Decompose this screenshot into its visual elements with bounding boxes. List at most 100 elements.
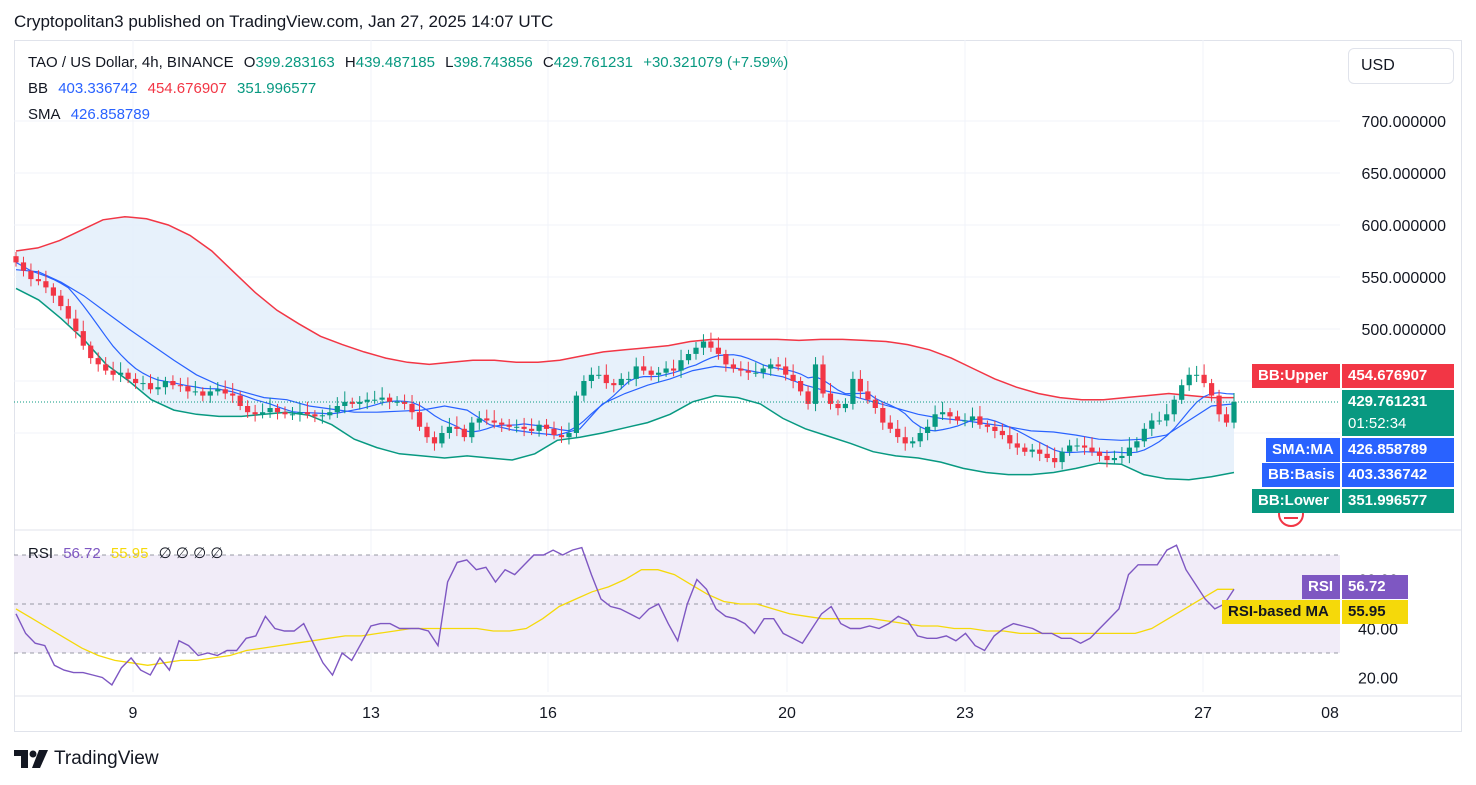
- time-axis-label: 23: [956, 705, 974, 722]
- sma-legend[interactable]: SMA 426.858789: [28, 106, 156, 123]
- candle-body: [730, 364, 736, 369]
- candle-body: [1223, 414, 1230, 423]
- candle-body: [1067, 445, 1073, 452]
- candle-body: [738, 368, 744, 371]
- candle-body: [685, 354, 692, 361]
- candle-body: [1209, 383, 1215, 396]
- candle-body: [880, 408, 886, 423]
- candle-body: [439, 433, 445, 444]
- candle-body: [581, 381, 587, 396]
- candle-body: [454, 426, 460, 429]
- candle-body: [73, 318, 79, 332]
- candle-body: [469, 422, 475, 438]
- publish-caption: Cryptopolitan3 published on TradingView.…: [14, 12, 554, 31]
- candle-body: [20, 262, 27, 271]
- candle-body: [827, 393, 834, 404]
- bb-band-fill: [16, 216, 1234, 480]
- rsi-ma-value: 55.95: [110, 545, 149, 562]
- candle-body: [484, 418, 490, 421]
- candle-body: [1119, 455, 1125, 458]
- candle-body: [1089, 447, 1095, 452]
- candle-body: [790, 374, 796, 381]
- bb-legend[interactable]: BB 403.336742 454.676907 351.996577: [28, 80, 322, 97]
- candle-body: [379, 397, 385, 400]
- candle-body: [566, 433, 572, 438]
- symbol-title[interactable]: TAO / US Dollar, 4h, BINANCE: [28, 54, 234, 71]
- candle-body: [28, 270, 34, 280]
- candle-body: [857, 378, 863, 392]
- candle-body: [573, 395, 579, 433]
- candle-body: [50, 287, 56, 296]
- sma-value: 426.858789: [70, 106, 150, 123]
- candle-body: [461, 428, 467, 438]
- rsi-legend[interactable]: RSI 56.72 55.95 ∅ ∅ ∅ ∅: [28, 544, 229, 562]
- candle-body: [708, 341, 714, 348]
- candle-body: [962, 420, 968, 422]
- candle-body: [80, 331, 86, 346]
- candle-body: [1104, 455, 1110, 461]
- candle-body: [1082, 445, 1088, 448]
- candle-body: [297, 412, 303, 415]
- candle-body: [954, 416, 961, 421]
- candle-body: [1156, 420, 1162, 422]
- candle-body: [1186, 374, 1192, 386]
- candle-body: [177, 385, 183, 387]
- candle-body: [222, 389, 228, 394]
- bb-upper-value: 454.676907: [147, 80, 227, 97]
- candle-body: [872, 399, 878, 408]
- candle-body: [633, 366, 639, 379]
- candle-body: [431, 437, 438, 444]
- candle-body: [1164, 414, 1170, 421]
- candle-body: [65, 306, 71, 319]
- candle-body: [274, 408, 281, 413]
- candle-body: [678, 360, 684, 371]
- candle-body: [1044, 453, 1050, 458]
- candle-body: [932, 414, 938, 427]
- candle-body: [1179, 385, 1185, 400]
- candle-body: [267, 408, 273, 413]
- candle-body: [13, 256, 19, 263]
- candle-body: [700, 341, 707, 348]
- bb-lower-value: 351.996577: [237, 80, 317, 97]
- rsi-line: [15, 544, 1235, 686]
- candle-body: [753, 372, 759, 374]
- candle-body: [58, 295, 64, 307]
- candle-body: [147, 383, 154, 390]
- candle-body: [835, 403, 841, 409]
- candle-body: [1029, 449, 1035, 452]
- candle-body: [506, 424, 512, 427]
- candle-body: [745, 370, 751, 373]
- rsi-extra: ∅ ∅ ∅ ∅: [158, 545, 224, 562]
- candle-body: [357, 401, 363, 404]
- candle-body: [215, 389, 221, 392]
- candle-body: [588, 374, 594, 381]
- candle-body: [1007, 435, 1013, 444]
- currency-button[interactable]: USD: [1348, 48, 1454, 84]
- candle-body: [902, 437, 908, 444]
- price-axis-label: 700.000000: [1361, 114, 1446, 131]
- candle-body: [394, 401, 400, 403]
- open-label: O: [243, 54, 256, 71]
- candle-body: [1134, 441, 1140, 448]
- bb-upper-line: [15, 215, 1234, 401]
- candle-body: [1171, 399, 1177, 415]
- change-value: +30.321079 (+7.59%): [643, 54, 789, 71]
- chart-frame: [14, 40, 1462, 732]
- rsi-value: 56.72: [63, 545, 101, 562]
- bb-lower-tag-label: BB:Lower: [1252, 489, 1340, 513]
- sma-tag-value: 426.858789: [1342, 438, 1454, 462]
- candle-body: [1096, 451, 1103, 456]
- candle-body: [245, 406, 251, 413]
- candle-body: [476, 418, 482, 423]
- candle-body: [514, 426, 520, 428]
- brand-name: TradingView: [54, 748, 159, 769]
- candle-body: [656, 372, 662, 375]
- candle-body: [940, 412, 946, 415]
- close-value: 429.761231: [553, 54, 634, 71]
- candle-body: [969, 416, 976, 421]
- candle-body: [1216, 395, 1222, 415]
- candle-body: [1149, 420, 1155, 429]
- price-axis-label: 650.000000: [1361, 166, 1446, 183]
- candle-body: [551, 428, 557, 435]
